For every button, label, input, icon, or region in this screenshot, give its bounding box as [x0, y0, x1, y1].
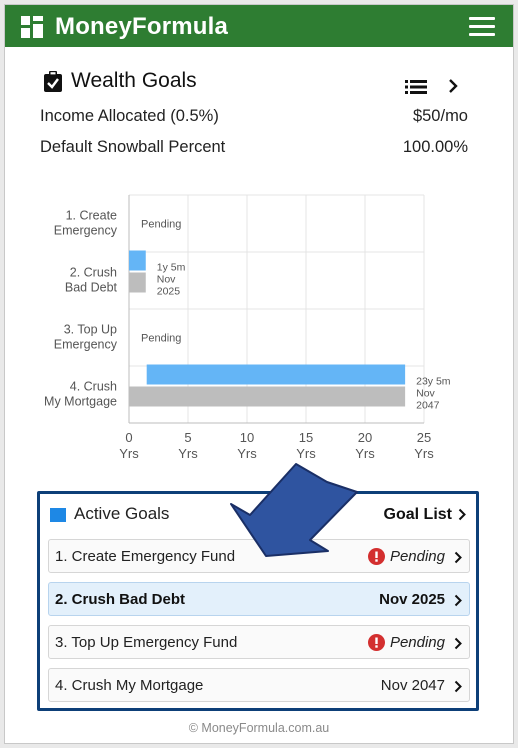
top-app-bar: MoneyFormula	[5, 5, 513, 47]
chart-annotation: 2047	[416, 400, 440, 412]
category-label: Bad Debt	[65, 281, 118, 295]
category-label: 4. Crush	[70, 380, 117, 394]
goal-item-label: 3. Top Up Emergency Fund	[55, 634, 238, 651]
chevron-right-icon	[454, 551, 462, 564]
x-tick-unit: Yrs	[414, 446, 434, 461]
goal-item-crush-my-mortgage[interactable]: 4. Crush My Mortgage Nov 2047	[48, 668, 470, 702]
category-label: 1. Create	[66, 209, 117, 223]
goal-item-top-up-emergency-fund[interactable]: 3. Top Up Emergency Fund Pending	[48, 625, 470, 659]
app-frame: MoneyFormula Wealth Goals Income Allocat…	[4, 4, 514, 744]
x-tick-unit: Yrs	[355, 446, 375, 461]
alert-icon	[368, 634, 385, 651]
x-tick-unit: Yrs	[296, 446, 316, 461]
category-label: 2. Crush	[70, 266, 117, 280]
active-goals-panel: Active Goals Goal List 1. Create Emergen…	[37, 491, 479, 711]
chart-annotation: Nov	[157, 274, 176, 286]
alert-icon	[368, 548, 385, 565]
x-tick-label: 0	[125, 430, 132, 445]
x-tick-label: 25	[417, 430, 431, 445]
snowball-percent-value: 100.00%	[402, 138, 468, 156]
chevron-right-icon	[454, 594, 462, 607]
chart-bar	[146, 364, 406, 385]
x-tick-label: 15	[299, 430, 313, 445]
goal-item-status: Pending	[389, 634, 445, 651]
app-title: MoneyFormula	[55, 13, 229, 40]
goal-list-link[interactable]: Goal List	[384, 506, 466, 524]
chevron-right-icon	[458, 509, 466, 521]
x-tick-unit: Yrs	[178, 446, 198, 461]
dashboard-logo-icon	[21, 16, 43, 38]
x-tick-unit: Yrs	[119, 446, 139, 461]
chart-bar	[129, 250, 146, 271]
goal-item-create-emergency-fund[interactable]: 1. Create Emergency Fund Pending	[48, 539, 470, 573]
menu-icon[interactable]	[469, 17, 495, 37]
snowball-percent-label: Default Snowball Percent	[40, 138, 226, 156]
active-goals-legend-square	[50, 508, 66, 522]
x-tick-unit: Yrs	[237, 446, 257, 461]
x-tick-label: 10	[240, 430, 254, 445]
chart-bar	[129, 386, 406, 407]
clipboard-check-icon	[44, 71, 62, 92]
chart-annotation: Pending	[141, 333, 181, 345]
chevron-right-icon[interactable]	[447, 77, 459, 95]
category-label: My Mortgage	[44, 395, 117, 409]
chevron-right-icon	[454, 680, 462, 693]
goal-item-label: 1. Create Emergency Fund	[55, 548, 236, 565]
goal-item-label: 2. Crush Bad Debt	[55, 591, 186, 608]
income-allocated-label: Income Allocated (0.5%)	[40, 107, 219, 125]
goal-item-status: Pending	[389, 548, 445, 565]
chart-annotation: 23y 5m	[416, 376, 451, 388]
goal-item-status: Nov 2025	[379, 591, 445, 608]
chevron-right-icon	[454, 637, 462, 650]
x-tick-label: 5	[184, 430, 191, 445]
chart-annotation: 1y 5m	[157, 262, 186, 274]
income-allocated-value: $50/mo	[412, 107, 468, 125]
footer-copyright: © MoneyFormula.com.au	[188, 721, 330, 735]
goal-item-status: Nov 2047	[380, 677, 445, 694]
list-view-icon[interactable]	[405, 79, 427, 95]
category-label: 3. Top Up	[64, 323, 117, 337]
chart-annotation: Pending	[141, 219, 181, 231]
chart-bar	[129, 272, 146, 293]
goal-item-crush-bad-debt[interactable]: 2. Crush Bad Debt Nov 2025	[48, 582, 470, 616]
chart-annotation: Nov	[416, 388, 435, 400]
active-goals-title: Active Goals	[74, 504, 170, 523]
x-tick-label: 20	[358, 430, 372, 445]
goal-item-label: 4. Crush My Mortgage	[55, 677, 204, 694]
page-title: Wealth Goals	[71, 69, 197, 92]
goal-list-label: Goal List	[383, 506, 452, 523]
category-label: Emergency	[54, 224, 118, 238]
category-label: Emergency	[54, 338, 118, 352]
chart-annotation: 2025	[157, 286, 181, 298]
